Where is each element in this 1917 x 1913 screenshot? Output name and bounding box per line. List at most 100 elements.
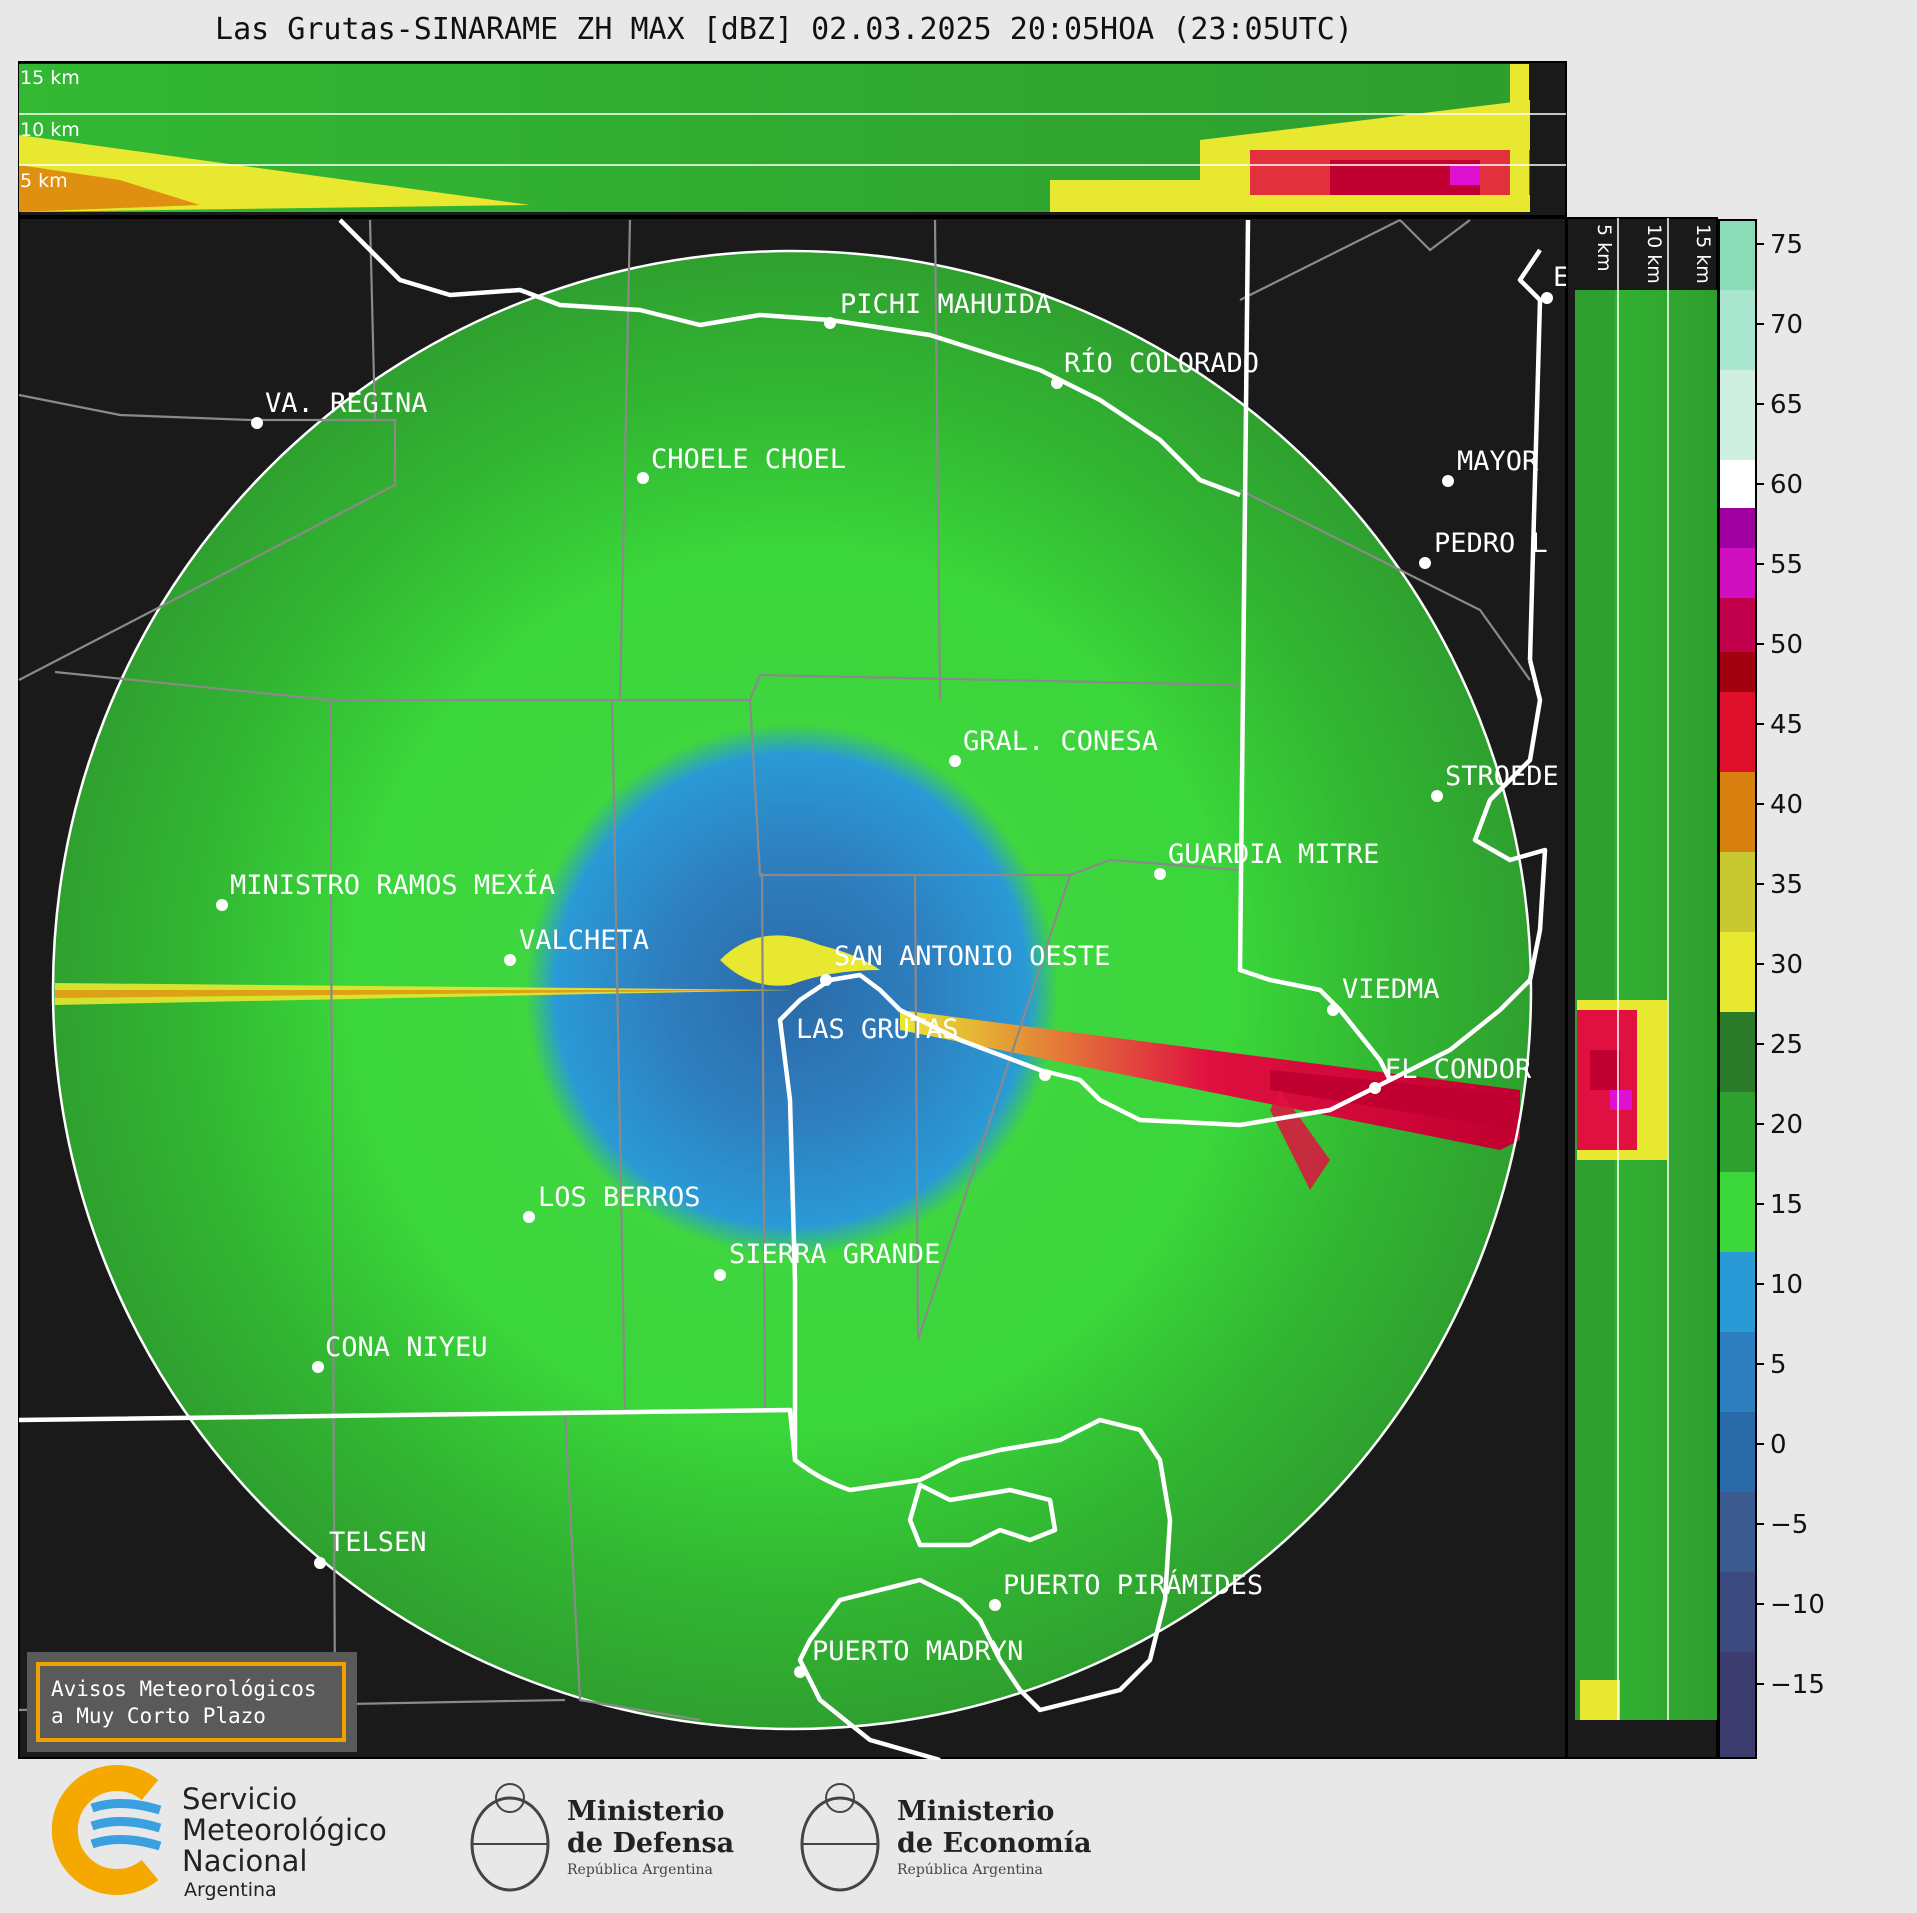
warning-line-2: a Muy Corto Plazo [51,1704,266,1728]
city-marker [824,317,836,329]
city-label-ministro-ramos-mexia: MINISTRO RAMOS MEXÍA [230,869,555,901]
city-markers [216,292,1553,1678]
side-label-5km: 5 km [1593,224,1615,272]
footer: Servicio Meteorológico Nacional Argentin… [0,1760,1917,1909]
city-label-rio-colorado: RÍO COLORADO [1064,347,1259,379]
colorbar-tick-label: 75 [1770,230,1803,260]
colorbar [1718,219,1757,1759]
city-marker [523,1211,535,1223]
coastline [18,218,1548,1760]
economia-logo: Ministerio de Economía República Argenti… [800,1783,1091,1892]
smn-logo: Servicio Meteorológico Nacional Argentin… [51,1765,387,1901]
colorbar-tick-label: 25 [1770,1030,1803,1060]
city-marker [637,472,649,484]
city-label-pedro-l: PEDRO L [1434,528,1548,559]
chart-title: Las Grutas-SINARAME ZH MAX [dBZ] 02.03.2… [215,12,1353,47]
city-label-pichi-mahuida: PICHI MAHUIDA [840,289,1051,320]
colorbar-tick-label: 45 [1770,710,1803,740]
radar-figure: 15 km 10 km 5 km [18,61,1825,1760]
city-label-cona-niyeu: CONA NIYEU [325,1332,488,1363]
city-label-gral-conesa: GRAL. CONESA [963,726,1158,757]
city-marker [312,1361,324,1373]
city-label-el-condor: EL CONDOR [1385,1054,1532,1085]
smn-line-1: Servicio [182,1782,297,1816]
city-marker [1419,557,1431,569]
city-marker [504,954,516,966]
city-label-e: E [1553,262,1569,293]
city-label-puerto-madryn: PUERTO MADRYN [812,1636,1023,1667]
smn-line-2: Meteorológico [182,1813,387,1847]
city-label-san-antonio-oeste: SAN ANTONIO OESTE [834,941,1110,972]
defensa-logo: Ministerio de Defensa República Argentin… [470,1783,734,1892]
city-label-valcheta: VALCHETA [519,925,649,956]
near-clutter [720,935,880,986]
colorbar-tick-label: 35 [1770,870,1803,900]
smn-line-3: Nacional [182,1844,307,1878]
city-marker [1541,292,1553,304]
logos-svg: Servicio Meteorológico Nacional Argentin… [51,1765,1091,1901]
side-label-10km: 10 km [1643,224,1665,284]
colorbar-tick-label: 10 [1770,1270,1803,1300]
city-label-guardia-mitre: GUARDIA MITRE [1168,839,1379,870]
economia-line-2: de Economía [897,1828,1091,1859]
defensa-line-1: Ministerio [567,1796,724,1827]
top-label-15km: 15 km [20,67,80,89]
side-label-15km: 15 km [1692,224,1714,284]
city-label-choele-choel: CHOELE CHOEL [651,444,846,475]
city-marker [251,417,263,429]
colorbar-tick-label: −5 [1770,1510,1808,1540]
colorbar-tick-label: 55 [1770,550,1803,580]
city-label-va-regina: VA. REGINA [265,388,428,419]
range-ring [51,249,1533,1731]
defensa-line-3: República Argentina [567,1862,713,1878]
colorbar-tick-label: −10 [1770,1590,1825,1620]
map-panel: PICHI MAHUIDA RÍO COLORADO VA. REGINA CH… [18,217,1569,1760]
city-label-puerto-piramides: PUERTO PIRÁMIDES [1003,1569,1263,1601]
colorbar-tick-label: 65 [1770,390,1803,420]
city-marker [1327,1004,1339,1016]
city-marker [1431,790,1443,802]
city-label-sierra-grande: SIERRA GRANDE [729,1239,940,1270]
colorbar-tick-label: 70 [1770,310,1803,340]
city-marker [1051,377,1063,389]
top-label-5km: 5 km [20,170,68,192]
city-label-viedma: VIEDMA [1342,974,1440,1005]
city-marker [949,755,961,767]
warning-box[interactable]: Avisos Meteorológicos a Muy Corto Plazo [27,1652,357,1752]
defensa-line-2: de Defensa [567,1828,734,1859]
city-marker [989,1599,1001,1611]
city-marker [1442,475,1454,487]
colorbar-tick-label: −15 [1770,1670,1825,1700]
colorbar-tick-label: 20 [1770,1110,1803,1140]
colorbar-tick-label: 40 [1770,790,1803,820]
city-marker [1154,868,1166,880]
city-marker [1369,1082,1381,1094]
top-cross-section-panel: 15 km 10 km 5 km [18,61,1567,217]
smn-line-4: Argentina [184,1879,277,1901]
storm-echo [900,1010,1520,1150]
warning-line-1: Avisos Meteorológicos [51,1677,317,1701]
city-label-las-grutas: LAS GRUTAS [796,1014,959,1045]
city-marker [820,974,832,986]
colorbar-tick-label: 5 [1770,1350,1787,1380]
city-label-telsen: TELSEN [329,1527,427,1558]
city-label-los-berros: LOS BERROS [538,1182,701,1213]
colorbar-tick-label: 60 [1770,470,1803,500]
city-marker [1039,1069,1051,1081]
colorbar-tick-label: 15 [1770,1190,1803,1220]
colorbar-tick-label: 0 [1770,1430,1787,1460]
economia-line-3: República Argentina [897,1862,1043,1878]
economia-line-1: Ministerio [897,1796,1054,1827]
colorbar-tick-label: 50 [1770,630,1803,660]
city-marker [314,1557,326,1569]
city-marker [216,899,228,911]
side-cross-section-panel: 5 km 10 km 15 km [1566,217,1718,1759]
top-label-10km: 10 km [20,119,80,141]
colorbar-tick-label: 30 [1770,950,1803,980]
city-marker [714,1269,726,1281]
city-label-stroeder: STROEDE [1445,761,1559,792]
city-marker [794,1666,806,1678]
province-boundaries [18,219,1531,1722]
city-label-mayor: MAYOR [1457,446,1539,477]
